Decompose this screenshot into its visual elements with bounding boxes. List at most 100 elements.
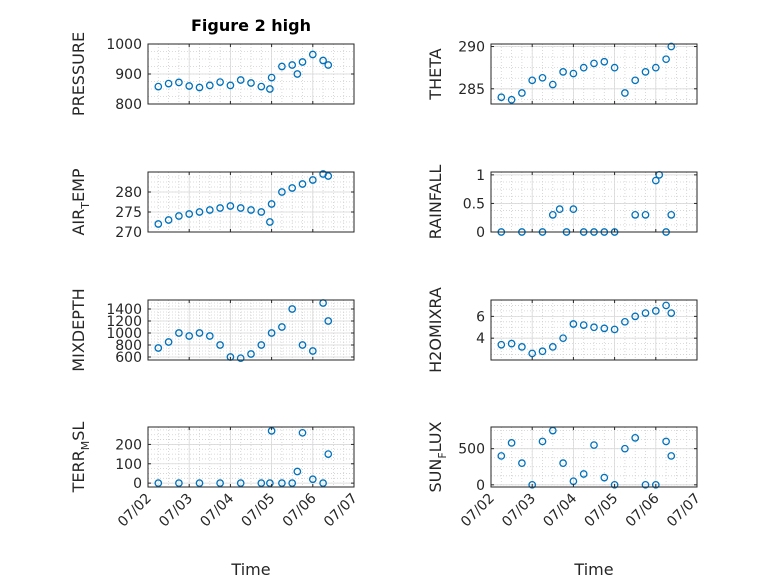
data-point xyxy=(610,63,619,72)
data-point xyxy=(324,61,333,69)
data-point xyxy=(548,343,557,351)
y-tick-label: 6 xyxy=(476,309,485,325)
data-point xyxy=(555,205,564,213)
data-point xyxy=(298,180,307,188)
data-point xyxy=(175,479,183,487)
series-markers xyxy=(154,50,333,93)
data-point xyxy=(247,350,255,358)
data-point xyxy=(631,76,640,85)
data-point xyxy=(667,452,676,460)
series-markers xyxy=(497,42,676,104)
axes-box xyxy=(147,426,355,488)
data-point xyxy=(559,459,567,467)
data-point xyxy=(154,344,163,352)
y-tick-label: 0.5 xyxy=(463,196,485,212)
series-markers xyxy=(497,301,676,358)
data-point xyxy=(641,309,650,317)
data-point xyxy=(641,211,650,219)
data-point xyxy=(308,347,317,355)
y-axis-label: H2OMIXRA xyxy=(426,287,445,373)
data-point xyxy=(266,85,274,93)
y-tick-label: 500 xyxy=(458,442,485,458)
data-point xyxy=(293,467,302,476)
data-point xyxy=(288,479,297,487)
y-axis-label: THETA xyxy=(426,48,445,100)
y-tick-label: 275 xyxy=(115,205,142,221)
data-point xyxy=(631,211,640,219)
data-point xyxy=(236,76,245,84)
axes-box xyxy=(490,171,698,233)
data-point xyxy=(507,439,516,447)
series-markers xyxy=(154,170,333,228)
y-tick-label: 280 xyxy=(115,185,142,201)
data-point xyxy=(278,188,286,196)
data-point xyxy=(288,184,297,192)
data-point xyxy=(641,480,650,489)
data-point xyxy=(651,176,660,185)
data-point xyxy=(216,341,224,349)
y-tick-label: 600 xyxy=(115,350,142,366)
data-point xyxy=(278,62,286,71)
data-point xyxy=(621,89,629,97)
data-point xyxy=(569,69,578,78)
y-tick-label: 4 xyxy=(476,331,485,347)
data-point xyxy=(216,204,224,212)
data-point xyxy=(175,212,183,220)
data-point xyxy=(216,479,224,487)
grid xyxy=(147,171,355,233)
data-point xyxy=(205,81,214,90)
data-point xyxy=(651,480,660,489)
axes-box xyxy=(147,299,355,361)
y-axis-label: MIXDEPTH xyxy=(69,288,88,371)
series-markers xyxy=(497,426,676,489)
data-point xyxy=(195,83,204,92)
data-point xyxy=(298,428,307,437)
y-tick-label: 0 xyxy=(476,478,485,494)
data-point xyxy=(538,73,547,82)
data-point xyxy=(205,332,214,340)
y-tick-label: 800 xyxy=(115,97,142,113)
y-tick-label: 0 xyxy=(476,225,485,241)
data-point xyxy=(610,480,619,489)
data-point xyxy=(548,211,557,219)
data-point xyxy=(247,206,255,214)
axes-box xyxy=(490,299,698,361)
data-point xyxy=(236,354,245,363)
data-point xyxy=(308,176,317,184)
data-point xyxy=(518,343,526,351)
y-axis-label: SUNFLUX xyxy=(426,421,449,492)
y-axis-label: TERRMSL xyxy=(69,422,92,494)
data-point xyxy=(507,95,516,104)
data-point xyxy=(651,307,660,315)
data-point xyxy=(621,444,629,453)
data-point xyxy=(247,79,255,87)
data-point xyxy=(154,479,163,487)
series-markers xyxy=(154,427,333,487)
data-point xyxy=(621,317,629,326)
data-point xyxy=(164,338,173,346)
data-point xyxy=(651,63,660,72)
data-point xyxy=(288,305,297,313)
data-point xyxy=(236,479,245,487)
data-point xyxy=(164,216,173,224)
data-point xyxy=(226,202,235,210)
data-point xyxy=(507,339,516,348)
data-point xyxy=(278,479,286,487)
data-point xyxy=(266,479,274,487)
data-point xyxy=(662,437,670,446)
data-point xyxy=(641,68,650,76)
grid xyxy=(490,427,698,487)
y-tick-label: 900 xyxy=(115,67,142,83)
y-axis-label: PRESSURE xyxy=(69,32,88,116)
data-point xyxy=(667,211,676,219)
grid xyxy=(490,44,698,104)
data-point xyxy=(257,341,266,349)
data-point xyxy=(267,73,276,82)
data-point xyxy=(590,323,598,332)
data-point xyxy=(569,205,578,213)
data-point xyxy=(298,341,307,349)
data-point xyxy=(528,480,537,489)
axes-box xyxy=(490,426,698,488)
